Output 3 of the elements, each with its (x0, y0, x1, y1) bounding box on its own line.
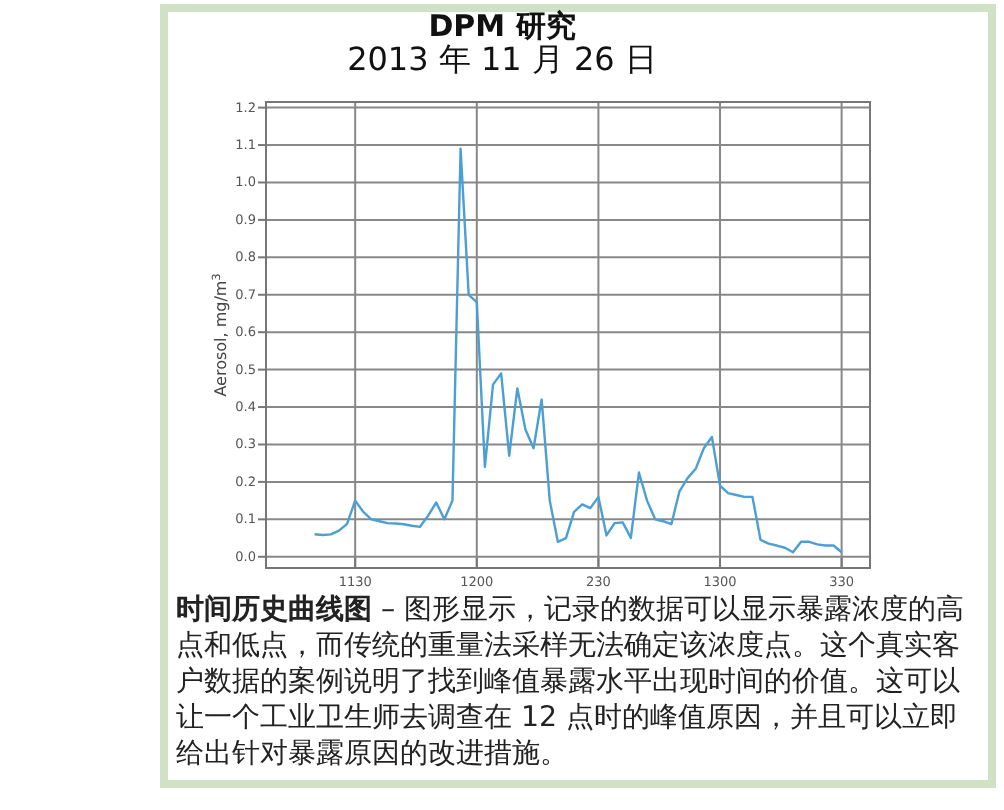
chart-subtitle: 2013 年 11 月 26 日 (345, 40, 659, 82)
chart-title: DPM 研究 (426, 8, 578, 44)
text: 时间历史曲线图 – 图形显示，记录的数据可以显示暴露浓度的高点和低点，而传统的重量法采样无法确定该浓度点。这个真实客户数据的案例说明了找到峰值暴露水平出现时间的价值。这可以让一个工业卫生师去调查在 12 点时的峰值原因，并且可以立即给出针对暴露原因的改进措施。 (176, 594, 965, 770)
